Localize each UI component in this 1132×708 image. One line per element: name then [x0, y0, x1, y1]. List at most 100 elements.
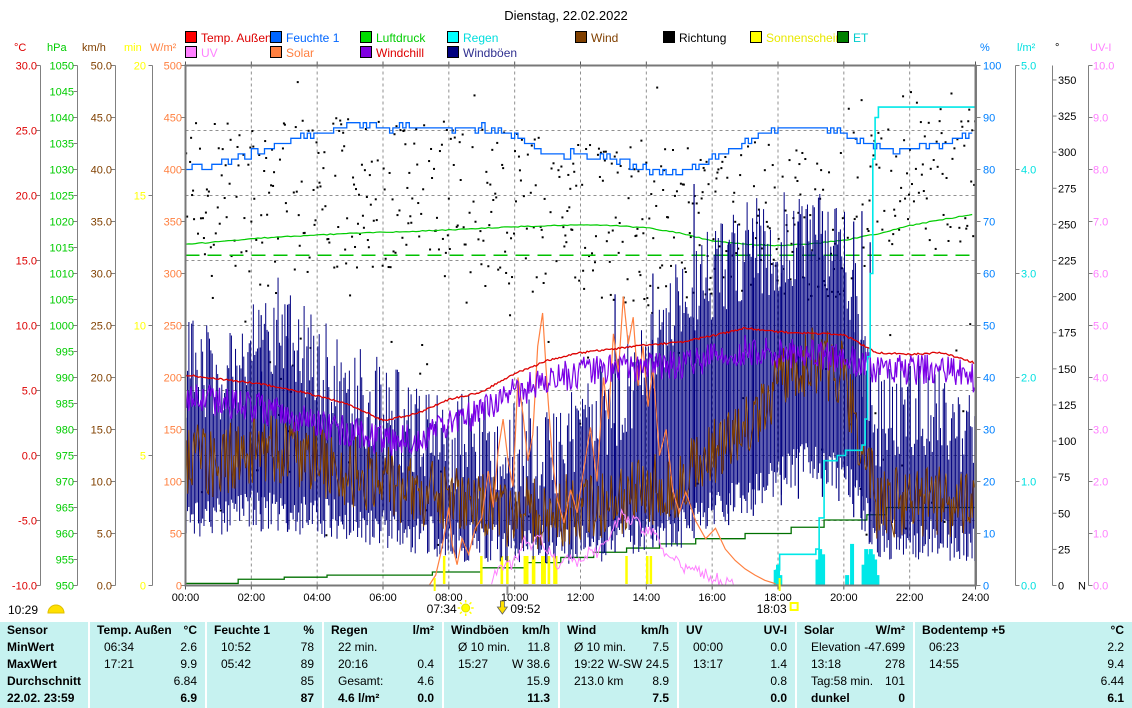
table-col-feuchte-1: Feuchte 1% 10:52 78 05:42 89 85 87 — [205, 622, 322, 708]
table-row: Sensor — [0, 622, 88, 639]
svg-text:960: 960 — [56, 529, 74, 541]
table-row: 213.0 km 8.9 — [560, 673, 677, 690]
table-col-uv: UV UV-I 00:00 0.0 13:17 1.4 0.8 0.0 — [677, 622, 795, 708]
svg-text:-5.0: -5.0 — [18, 516, 37, 528]
table-cell-value: -47.699 — [864, 640, 905, 654]
svg-text:970: 970 — [56, 477, 74, 489]
column-unit: % — [303, 623, 314, 637]
axis-c: °C 30.0 25.0 20.0 15.0 10.0 5.0 0.0 -5.0 -10.0 — [12, 42, 41, 593]
svg-text:90: 90 — [983, 113, 995, 125]
luftdruck-swatch-icon — [360, 31, 372, 43]
table-row: 05:42 89 — [207, 656, 322, 673]
column-unit: km/h — [521, 623, 550, 637]
table-cell-value: 278 — [884, 657, 905, 671]
svg-text:18:03: 18:03 — [757, 602, 787, 616]
table-cell-label: 17:21 — [104, 657, 135, 671]
svg-text:1025: 1025 — [50, 191, 74, 203]
legend-item-feuchte-1: Feuchte 1 — [270, 31, 339, 45]
svg-text:7.0: 7.0 — [1093, 217, 1108, 229]
table-cell-label: 13:17 — [693, 657, 724, 671]
svg-text:25: 25 — [1058, 544, 1070, 556]
column-label: Feuchte 1 — [214, 623, 271, 637]
table-cell-label: 10:52 — [221, 640, 252, 654]
table-col-windb-en: Windböen km/h Ø 10 min. 11.8 15:27 W 38.6 15.9… — [442, 622, 558, 708]
svg-text:100: 100 — [1058, 436, 1076, 448]
svg-text:125: 125 — [1058, 400, 1076, 412]
svg-text:200: 200 — [164, 373, 182, 385]
table-cell-value: 15.9 — [526, 674, 550, 688]
svg-text:150: 150 — [164, 425, 182, 437]
svg-text:10.0: 10.0 — [16, 321, 37, 333]
legend-item-wind: Wind — [575, 31, 618, 45]
table-row: 17:21 9.9 — [90, 656, 205, 673]
column-unit: °C — [183, 623, 197, 637]
svg-text:325: 325 — [1058, 111, 1076, 123]
svg-text:00:00: 00:00 — [172, 592, 200, 604]
table-row: Tag:58 min. 101 — [797, 673, 913, 690]
legend-label: Sonnenschein — [766, 31, 843, 45]
richtung-swatch-icon — [663, 31, 675, 43]
table-cell-value: 101 — [884, 674, 905, 688]
table-cell-value: 9.4 — [1107, 657, 1124, 671]
svg-text:0: 0 — [983, 581, 989, 593]
table-cell-value: 8.9 — [652, 674, 669, 688]
svg-text:6.0: 6.0 — [1093, 269, 1108, 281]
svg-text:10: 10 — [983, 529, 995, 541]
svg-text:1005: 1005 — [50, 295, 74, 307]
table-row: MaxWert — [0, 656, 88, 673]
table-row: 00:00 0.0 — [679, 639, 795, 656]
table-row: 4.6 l/m² 0.0 — [324, 690, 442, 707]
table-cell-label: 22 min. — [338, 640, 378, 654]
series-temp-au-en — [185, 326, 975, 422]
table-cell-label: Tag:58 min. — [811, 674, 874, 688]
table-row: dunkel 0 — [797, 690, 913, 707]
svg-text:80: 80 — [983, 165, 995, 177]
table-cell-value: 2.2 — [1107, 640, 1124, 654]
arrow-down-icon — [496, 600, 509, 615]
table-row: 15:27 W 38.6 — [444, 656, 558, 673]
legend-label: Regen — [463, 31, 499, 45]
svg-text:100: 100 — [164, 477, 182, 489]
table-cell-label: 4.6 l/m² — [338, 691, 380, 705]
series-regen — [185, 106, 976, 587]
column-label: Solar — [804, 623, 835, 637]
table-cell-value: 6.84 — [173, 674, 197, 688]
svg-text:30.0: 30.0 — [16, 61, 37, 73]
series-et — [185, 506, 977, 585]
svg-text:1030: 1030 — [50, 165, 74, 177]
svg-text:1020: 1020 — [50, 217, 74, 229]
svg-text:5.0: 5.0 — [22, 386, 37, 398]
table-cell-value: W 38.6 — [511, 657, 550, 671]
row-header: Durchschnitt — [7, 674, 82, 688]
svg-text:UV-I: UV-I — [1090, 42, 1111, 54]
table-row: 6.9 — [90, 690, 205, 707]
svg-text:150: 150 — [1058, 364, 1076, 376]
table-cell-value: 1.4 — [770, 657, 787, 671]
column-label: Temp. Außen — [97, 623, 172, 637]
table-cell-value: 0.0 — [417, 691, 434, 705]
axis-hpa: hPa 1050 1045 1040 1035 1030 1025 1020 1015 1010 1… — [47, 42, 78, 593]
table-cell-label: 20:16 — [338, 657, 369, 671]
series-feuchte-1 — [185, 122, 973, 176]
svg-text:1.0: 1.0 — [1093, 529, 1108, 541]
table-cell-label: Elevation — [811, 640, 861, 654]
table-cell-label: 14:55 — [929, 657, 960, 671]
table-row: 6.84 — [90, 673, 205, 690]
svg-text:4.0: 4.0 — [1021, 165, 1036, 177]
table-row: Ø 10 min. 11.8 — [444, 639, 558, 656]
svg-text:20.0: 20.0 — [91, 373, 112, 385]
row-header: 22.02. 23:59 — [7, 691, 75, 705]
table-col-temp-au-en: Temp. Außen °C 06:34 2.6 17:21 9.9 6.84 6.9 — [88, 622, 205, 708]
svg-text:965: 965 — [56, 503, 74, 515]
svg-text:3.0: 3.0 — [1021, 269, 1036, 281]
svg-text:9.0: 9.0 — [1093, 113, 1108, 125]
table-cell-label: 00:00 — [693, 640, 724, 654]
page-title: Dienstag, 22.02.2022 — [504, 8, 628, 23]
axis-km-h: km/h 50.0 45.0 40.0 35.0 30.0 25.0 20.0 15.0 10.0… — [82, 42, 116, 593]
table-row: 14:55 9.4 — [915, 656, 1132, 673]
svg-text:20: 20 — [983, 477, 995, 489]
legend-label: Windböen — [463, 46, 518, 60]
svg-text:0: 0 — [140, 581, 146, 593]
series-windchill — [184, 334, 975, 456]
plot-frame — [184, 64, 977, 587]
